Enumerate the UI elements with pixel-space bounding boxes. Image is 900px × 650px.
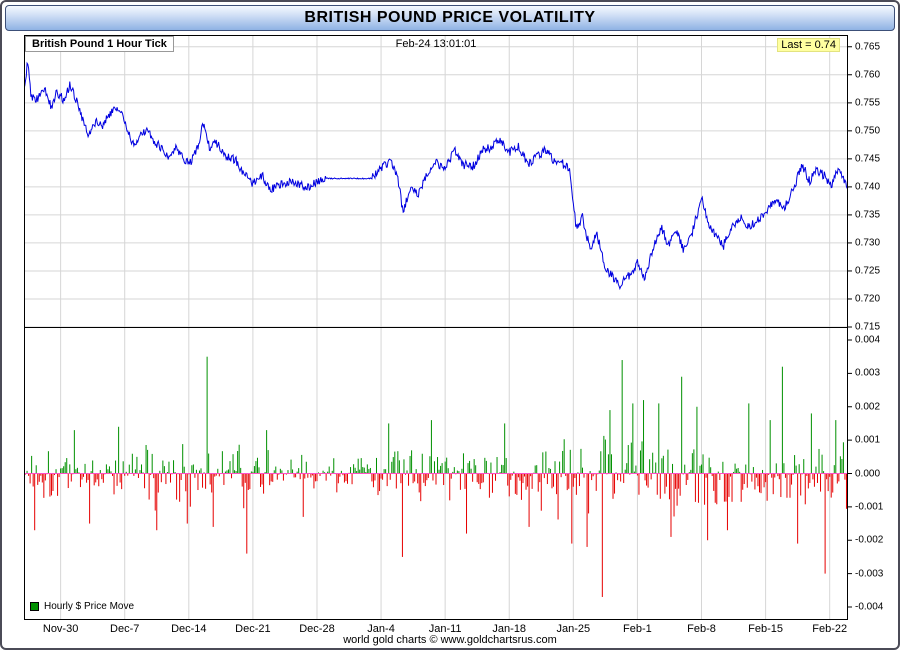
x-axis-label: Feb-22 bbox=[812, 623, 848, 635]
move-axis-tick: -0.003 bbox=[855, 568, 884, 580]
price-axis-tick: 0.765 bbox=[855, 41, 881, 53]
x-axis-label: Feb-8 bbox=[687, 623, 716, 635]
move-axis-tick: -0.001 bbox=[855, 501, 884, 513]
price-axis-tick: 0.750 bbox=[855, 125, 881, 137]
x-axis-label: Jan-4 bbox=[367, 623, 395, 635]
price-axis-tick: 0.755 bbox=[855, 97, 881, 109]
price-axis-tick: 0.715 bbox=[855, 321, 881, 333]
x-axis-label: Jan-11 bbox=[428, 623, 462, 635]
x-axis-label: Jan-25 bbox=[556, 623, 591, 635]
last-price-badge: Last = 0.74 bbox=[777, 38, 840, 52]
price-axis-tick: 0.735 bbox=[855, 209, 881, 221]
x-axis-label: Feb-15 bbox=[748, 623, 784, 635]
legend-swatch-icon bbox=[30, 602, 39, 611]
price-axis-tick: 0.725 bbox=[855, 265, 881, 277]
x-axis-label: Jan-18 bbox=[492, 623, 527, 635]
x-axis-label: Dec-21 bbox=[235, 623, 271, 635]
price-axis-tick: 0.745 bbox=[855, 153, 881, 165]
price-axis-tick: 0.760 bbox=[855, 69, 881, 81]
x-axis-label: Dec-28 bbox=[299, 623, 335, 635]
move-axis-tick: 0.003 bbox=[855, 367, 881, 379]
move-axis-tick: 0.004 bbox=[855, 334, 881, 346]
x-axis-label: Dec-14 bbox=[171, 623, 207, 635]
footer-credit: world gold charts © www.goldchartsrus.co… bbox=[343, 634, 557, 646]
legend-label: Hourly $ Price Move bbox=[44, 601, 135, 612]
legend: Hourly $ Price Move bbox=[30, 601, 134, 612]
x-axis-label: Feb-1 bbox=[623, 623, 652, 635]
x-axis-label: Dec-7 bbox=[110, 623, 140, 635]
timestamp: Feb-24 13:01:01 bbox=[395, 38, 477, 50]
page-title: BRITISH POUND PRICE VOLATILITY bbox=[304, 9, 596, 26]
move-axis-tick: -0.002 bbox=[855, 534, 884, 546]
series-label: British Pound 1 Hour Tick bbox=[25, 36, 174, 52]
price-axis-tick: 0.730 bbox=[855, 237, 881, 249]
price-axis-tick: 0.740 bbox=[855, 181, 881, 193]
move-axis-tick: -0.004 bbox=[855, 601, 884, 613]
move-axis-tick: 0.002 bbox=[855, 401, 881, 413]
price-axis-tick: 0.720 bbox=[855, 293, 881, 305]
chart-canvas bbox=[24, 35, 852, 620]
move-axis-tick: 0.001 bbox=[855, 434, 881, 446]
move-axis-tick: 0.000 bbox=[855, 468, 881, 479]
x-axis-label: Nov-30 bbox=[42, 623, 79, 635]
title-bar: BRITISH POUND PRICE VOLATILITY bbox=[5, 5, 895, 31]
